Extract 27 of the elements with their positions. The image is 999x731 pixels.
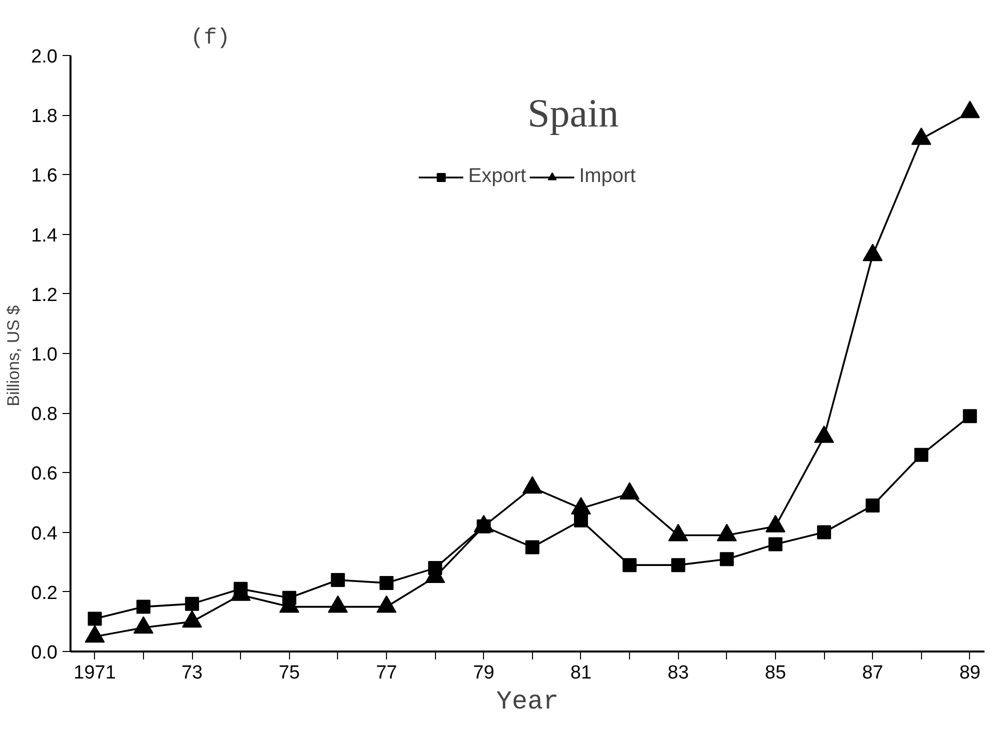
x-tick-label: 79 (473, 662, 494, 684)
x-tick-label: 89 (959, 662, 980, 684)
x-tick-label: 85 (764, 662, 786, 684)
y-tick-label: 0.6 (31, 464, 58, 485)
x-tick-label: 73 (181, 662, 203, 684)
chart-title: (f) (190, 26, 230, 50)
x-tick-label: 1971 (74, 662, 116, 684)
x-tick-label: 83 (668, 662, 689, 684)
x-axis-title: Year (496, 686, 559, 716)
y-tick-label: 1.2 (31, 284, 58, 306)
legend-label: Import (579, 165, 636, 188)
y-tick-label: 0.8 (31, 404, 58, 426)
y-tick-label: 1.4 (31, 225, 58, 246)
y-axis-title: Billions, US $ (4, 304, 24, 406)
y-tick-label: 0.0 (31, 642, 58, 664)
text: Spain (528, 90, 619, 136)
y-tick-label: 0.4 (31, 523, 58, 544)
x-tick-label: 75 (278, 662, 300, 684)
x-tick-label: 81 (570, 662, 592, 684)
y-tick-label: 1.8 (31, 106, 58, 128)
y-tick-label: 2.0 (31, 46, 58, 68)
y-tick-label: 0.2 (31, 582, 58, 604)
x-tick-label: 87 (862, 662, 884, 684)
legend-label: Export (468, 165, 526, 188)
y-tick-label: 1.6 (31, 166, 58, 187)
x-tick-label: 77 (376, 662, 398, 684)
y-tick-label: 1.0 (31, 344, 58, 366)
